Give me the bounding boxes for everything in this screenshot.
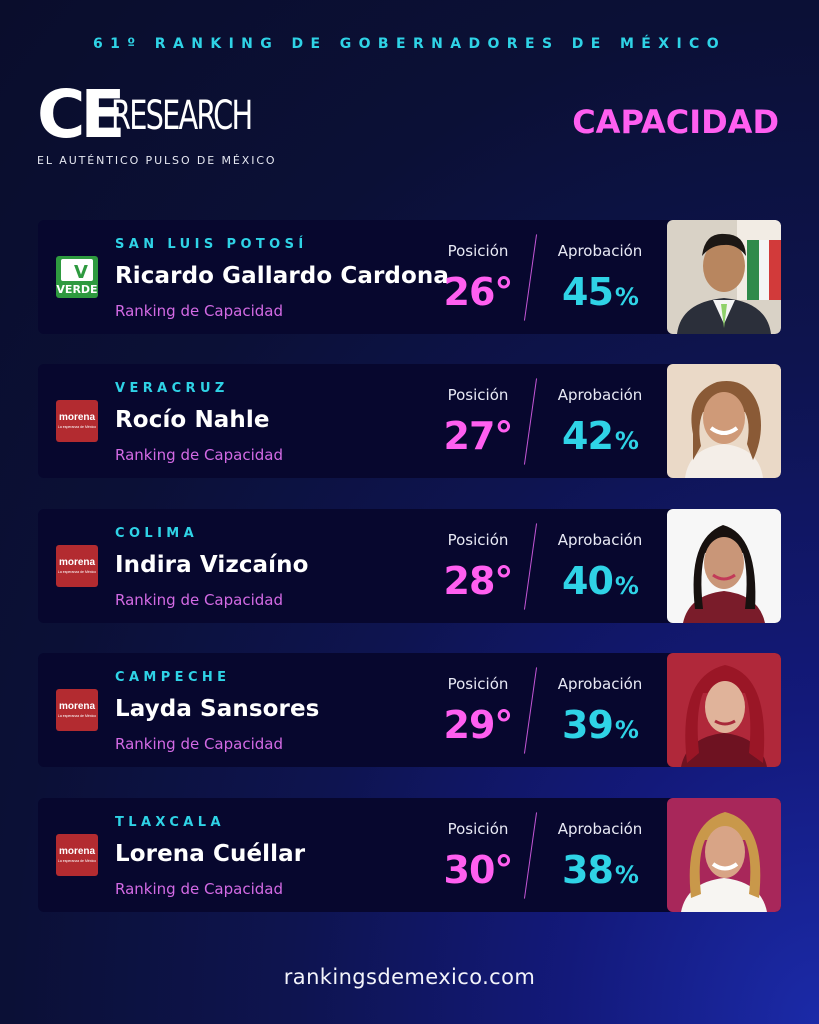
approval-value: 39% (548, 703, 652, 747)
party-name: morena (58, 701, 96, 712)
approval-label: Aprobación (557, 820, 643, 838)
governor-card: morena La esperanza de México CAMPECHE L… (38, 653, 781, 767)
approval-value: 40% (548, 559, 652, 603)
party-slogan: La esperanza de México (57, 714, 97, 718)
governor-photo (667, 653, 781, 767)
approval-unit: % (614, 861, 639, 889)
category-title: CAPACIDAD (572, 103, 779, 141)
state-name: COLIMA (115, 526, 199, 541)
governor-name: Rocío Nahle (115, 407, 270, 433)
governor-name: Layda Sansores (115, 696, 320, 722)
logo-ce-text: CE (37, 76, 126, 153)
governor-photo (667, 798, 781, 912)
divider (523, 667, 538, 754)
position-value: 26° (443, 270, 514, 314)
governor-card: morena La esperanza de México VERACRUZ R… (38, 364, 781, 478)
party-name: morena (58, 412, 96, 423)
divider (523, 234, 538, 321)
position-label: Posición (447, 820, 509, 838)
party-name: morena (58, 557, 96, 568)
position-value: 30° (443, 848, 514, 892)
position-label: Posición (447, 386, 509, 404)
approval-number: 39 (562, 703, 614, 747)
approval-number: 40 (562, 559, 614, 603)
approval-number: 38 (562, 848, 614, 892)
approval-unit: % (614, 572, 639, 600)
approval-value: 38% (548, 848, 652, 892)
governor-card: V VERDE SAN LUIS POTOSÍ Ricardo Gallardo… (38, 220, 781, 334)
ce-research-logo: CE RESEARCH (37, 82, 297, 152)
divider (523, 378, 538, 465)
position-label: Posición (447, 531, 509, 549)
ranking-label: Ranking de Capacidad (115, 591, 283, 609)
morena-party-logo: morena La esperanza de México (56, 689, 98, 731)
state-name: TLAXCALA (115, 815, 225, 830)
position-label: Posición (447, 242, 509, 260)
governor-photo (667, 509, 781, 623)
divider (523, 812, 538, 899)
governor-photo (667, 220, 781, 334)
approval-number: 42 (562, 414, 614, 458)
verde-party-logo: V VERDE (56, 256, 98, 298)
governor-name: Lorena Cuéllar (115, 841, 306, 867)
governor-card: morena La esperanza de México TLAXCALA L… (38, 798, 781, 912)
governor-photo (667, 364, 781, 478)
logo-research-text: RESEARCH (111, 93, 253, 139)
position-value: 28° (443, 559, 514, 603)
ranking-label: Ranking de Capacidad (115, 302, 283, 320)
approval-label: Aprobación (557, 386, 643, 404)
approval-value: 45% (548, 270, 652, 314)
party-slogan: La esperanza de México (57, 425, 97, 429)
party-name: morena (58, 846, 96, 857)
approval-number: 45 (562, 270, 614, 314)
party-name: VERDE (56, 283, 98, 296)
morena-party-logo: morena La esperanza de México (56, 545, 98, 587)
position-value: 29° (443, 703, 514, 747)
ranking-title: 61º RANKING DE GOBERNADORES DE MÉXICO (92, 36, 727, 52)
approval-unit: % (614, 716, 639, 744)
approval-label: Aprobación (557, 242, 643, 260)
ranking-label: Ranking de Capacidad (115, 880, 283, 898)
approval-value: 42% (548, 414, 652, 458)
approval-unit: % (614, 427, 639, 455)
party-slogan: La esperanza de México (57, 859, 97, 863)
ranking-label: Ranking de Capacidad (115, 446, 283, 464)
state-name: VERACRUZ (115, 381, 229, 396)
logo-tagline: EL AUTÉNTICO PULSO DE MÉXICO (37, 154, 277, 167)
morena-party-logo: morena La esperanza de México (56, 400, 98, 442)
position-label: Posición (447, 675, 509, 693)
approval-label: Aprobación (557, 531, 643, 549)
position-value: 27° (443, 414, 514, 458)
party-slogan: La esperanza de México (57, 570, 97, 574)
approval-label: Aprobación (557, 675, 643, 693)
footer-url[interactable]: rankingsdemexico.com (283, 965, 536, 989)
state-name: SAN LUIS POTOSÍ (115, 237, 308, 252)
approval-unit: % (614, 283, 639, 311)
state-name: CAMPECHE (115, 670, 231, 685)
divider (523, 523, 538, 610)
morena-party-logo: morena La esperanza de México (56, 834, 98, 876)
governor-name: Ricardo Gallardo Cardona (115, 263, 449, 289)
ranking-label: Ranking de Capacidad (115, 735, 283, 753)
governor-name: Indira Vizcaíno (115, 552, 309, 578)
governor-card: morena La esperanza de México COLIMA Ind… (38, 509, 781, 623)
